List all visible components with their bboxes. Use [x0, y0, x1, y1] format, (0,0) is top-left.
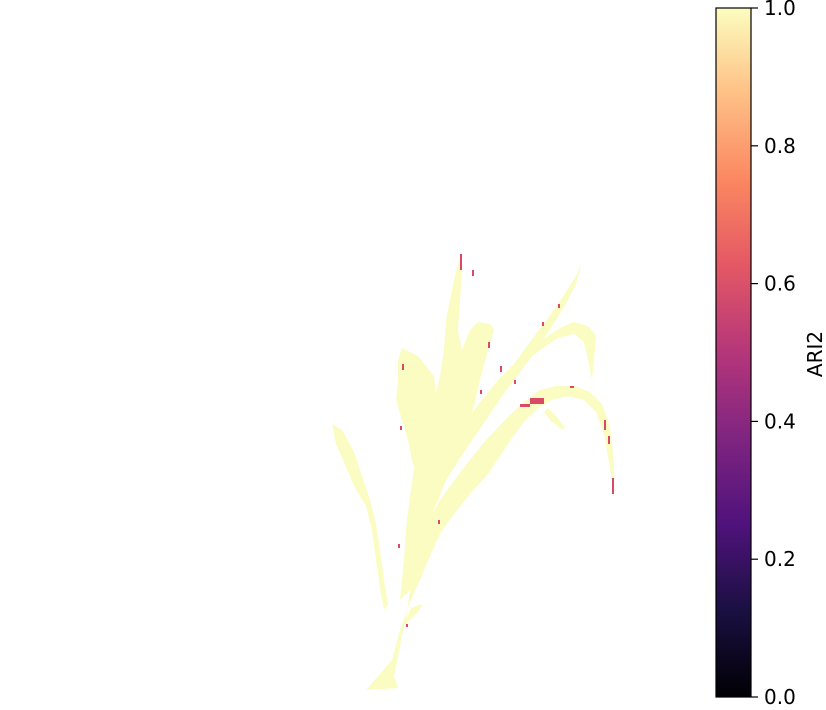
plant-leaf-upper-left [396, 348, 436, 480]
plant-stem [366, 386, 614, 690]
plant-leaf-lower-fragment [544, 408, 566, 430]
colorbar-tick-label: 0.6 [764, 272, 796, 296]
colorbar-tick-label: 1.0 [764, 0, 796, 20]
colorbar-ticks: 0.0 0.2 0.4 0.6 0.8 1.0 [751, 0, 796, 709]
ari2-highlights [398, 254, 614, 627]
colorbar: 0.0 0.2 0.4 0.6 0.8 1.0 ARI2 [715, 0, 826, 709]
colorbar-frame [715, 7, 752, 698]
plant-image [332, 254, 614, 690]
plant-leaf-right-arch [452, 322, 596, 440]
colorbar-gradient [716, 8, 751, 697]
plant-leaf-center [400, 258, 494, 600]
plant-leaf-left [332, 424, 388, 610]
colorbar-label: ARI2 [803, 331, 826, 377]
colorbar-tick-label: 0.8 [764, 134, 796, 158]
colorbar-tick-label: 0.0 [764, 685, 796, 709]
colorbar-tick-label: 0.4 [764, 409, 796, 433]
colorbar-tick-label: 0.2 [764, 547, 796, 571]
